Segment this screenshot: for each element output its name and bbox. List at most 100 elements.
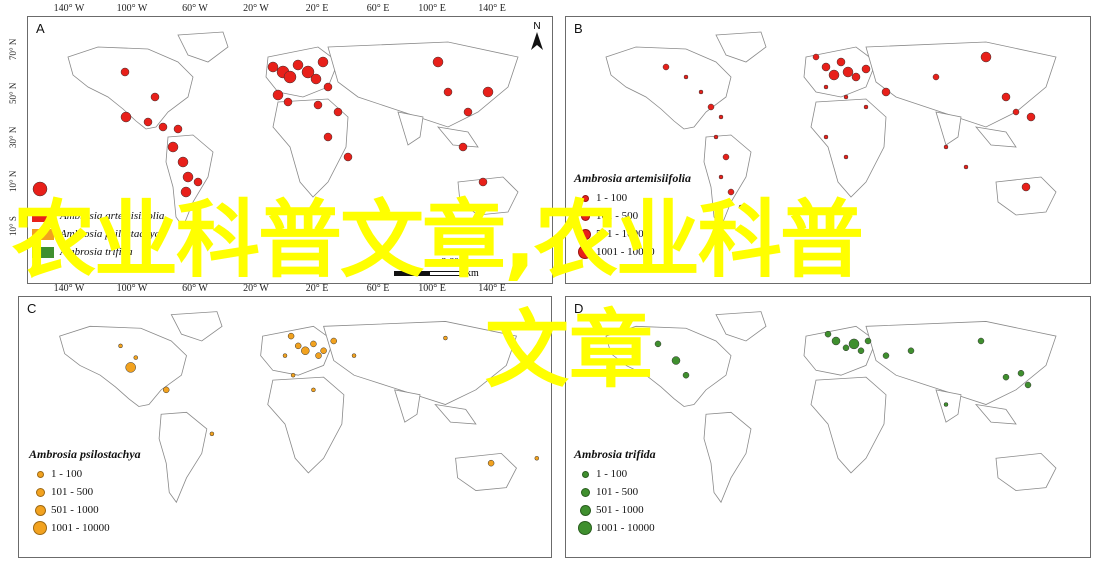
occurrence-marker xyxy=(120,111,132,123)
landmass-shape xyxy=(995,176,1057,216)
occurrence-marker xyxy=(534,456,540,461)
occurrence-marker xyxy=(1017,369,1025,377)
occurrence-marker xyxy=(310,73,322,85)
landmass-shape xyxy=(703,134,752,228)
occurrence-marker xyxy=(292,59,304,71)
occurrence-marker xyxy=(458,142,468,152)
occurrence-marker xyxy=(487,459,495,467)
north-arrow-icon: N xyxy=(530,21,544,53)
world-map-b xyxy=(605,31,1057,228)
occurrence-marker xyxy=(301,65,315,79)
occurrence-marker xyxy=(478,177,488,187)
landmass-shape xyxy=(455,452,517,491)
legend-swatch-orange xyxy=(32,228,54,240)
occurrence-marker xyxy=(432,56,444,68)
occurrence-marker xyxy=(150,92,160,102)
legend-c: Ambrosia psilostachya 1 - 100 101 - 500 … xyxy=(29,447,141,537)
occurrence-marker xyxy=(301,346,310,356)
legend-item: 101 - 500 xyxy=(51,486,94,498)
occurrence-marker xyxy=(980,51,992,63)
landmass-shape xyxy=(865,41,1057,128)
occurrence-marker xyxy=(120,67,130,77)
occurrence-marker xyxy=(707,103,715,111)
occurrence-marker xyxy=(162,386,170,394)
occurrence-marker xyxy=(482,86,494,98)
legend-item: 501 - 1000 xyxy=(596,228,644,240)
occurrence-marker xyxy=(863,104,869,110)
occurrence-marker xyxy=(133,355,139,360)
occurrence-marker xyxy=(828,69,840,81)
panel-label-d: D xyxy=(574,301,584,316)
landmass-shape xyxy=(605,325,732,407)
world-map-a xyxy=(32,31,519,228)
lon-label: 100° W xyxy=(116,283,148,294)
occurrence-marker xyxy=(32,181,48,197)
occurrence-marker xyxy=(330,337,337,345)
occurrence-marker xyxy=(323,132,333,142)
landmass-shape xyxy=(158,411,208,504)
occurrence-marker xyxy=(182,171,194,183)
lon-label: 60° E xyxy=(366,283,390,294)
landmass-shape xyxy=(170,311,223,342)
lon-label: 140° E xyxy=(478,283,506,294)
occurrence-marker xyxy=(1026,112,1036,122)
lat-label: 70° N xyxy=(8,38,18,60)
occurrence-marker xyxy=(812,53,820,61)
lat-label: 30° N xyxy=(8,126,18,148)
legend-item: 101 - 500 xyxy=(596,486,639,498)
occurrence-marker xyxy=(831,336,841,346)
occurrence-marker xyxy=(823,134,829,140)
occurrence-marker xyxy=(943,144,949,150)
occurrence-marker xyxy=(351,353,357,358)
scale-bar: 0 2,600 km xyxy=(394,257,479,279)
landmass-shape xyxy=(457,176,519,216)
occurrence-marker xyxy=(963,164,969,170)
occurrence-marker xyxy=(683,74,689,80)
landmass-shape xyxy=(397,111,424,146)
occurrence-marker xyxy=(443,87,453,97)
landmass-shape xyxy=(267,376,345,474)
occurrence-marker xyxy=(315,352,322,359)
occurrence-marker xyxy=(1002,373,1010,381)
occurrence-marker xyxy=(443,335,448,341)
map-panel-b: B Ambrosia artemisiifolia 1 - 100 101 - … xyxy=(565,16,1091,284)
legend-item: 501 - 1000 xyxy=(51,504,99,516)
occurrence-marker xyxy=(843,154,849,160)
occurrence-marker xyxy=(125,362,136,373)
occurrence-marker xyxy=(943,402,949,407)
landmass-shape xyxy=(434,403,477,425)
occurrence-marker xyxy=(143,117,153,127)
occurrence-marker xyxy=(722,153,730,161)
landmass-shape xyxy=(865,321,1057,405)
occurrence-marker xyxy=(1024,381,1032,389)
occurrence-marker xyxy=(333,107,343,117)
lon-labels-mid: 140° W 100° W 60° W 20° W 20° E 60° E 10… xyxy=(27,283,551,295)
occurrence-marker xyxy=(343,152,353,162)
lat-label: 10° N xyxy=(8,170,18,192)
occurrence-marker xyxy=(842,344,850,352)
occurrence-marker xyxy=(848,338,860,350)
occurrence-marker xyxy=(713,134,719,140)
lon-label: 140° E xyxy=(478,3,506,14)
legend-item: 1001 - 10000 xyxy=(51,522,110,534)
occurrence-marker xyxy=(1001,92,1011,102)
occurrence-marker xyxy=(310,340,317,348)
occurrence-marker xyxy=(698,89,704,95)
landmass-shape xyxy=(935,111,962,146)
landmass-shape xyxy=(59,325,187,407)
occurrence-marker xyxy=(738,204,744,210)
occurrence-marker xyxy=(851,72,861,82)
landmass-shape xyxy=(715,31,767,63)
lon-label: 60° W xyxy=(182,3,208,14)
landmass-shape xyxy=(975,126,1017,148)
occurrence-marker xyxy=(727,188,735,196)
occurrence-marker xyxy=(209,431,215,437)
occurrence-marker xyxy=(282,353,288,358)
occurrence-marker xyxy=(842,66,854,78)
occurrence-marker xyxy=(173,124,183,134)
occurrence-marker xyxy=(932,73,940,81)
overlay-title-line2: 文章 xyxy=(485,301,654,399)
occurrence-marker xyxy=(463,107,473,117)
occurrence-marker xyxy=(718,114,724,120)
occurrence-marker xyxy=(977,337,985,345)
